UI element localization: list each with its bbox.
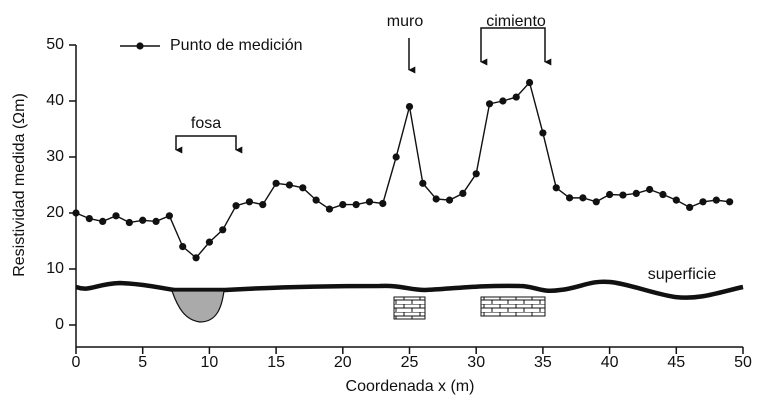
cimiento-bracket [481, 28, 545, 62]
y-tick-label: 30 [46, 148, 64, 165]
data-point [713, 197, 720, 204]
x-tick-label: 45 [667, 354, 685, 371]
y-axis-label: Resistividad medida (Ωm) [11, 93, 28, 277]
x-tick-label: 40 [601, 354, 619, 371]
data-point [166, 212, 173, 219]
data-point [139, 217, 146, 224]
data-point [112, 212, 119, 219]
foundation-bricks [481, 297, 545, 316]
data-point [206, 239, 213, 246]
data-point [299, 184, 306, 191]
data-point [99, 218, 106, 225]
pit [172, 291, 224, 322]
y-tick-label: 0 [55, 316, 64, 333]
data-point [659, 191, 666, 198]
y-tick-label: 20 [46, 204, 64, 221]
data-point [379, 200, 386, 207]
data-point [486, 100, 493, 107]
data-point [406, 103, 413, 110]
data-point [646, 186, 653, 193]
data-point [433, 195, 440, 202]
y-tick-label: 40 [46, 92, 64, 109]
annotation: cimiento [486, 13, 546, 30]
data-point [126, 219, 133, 226]
data-point [366, 198, 373, 205]
data-point [419, 180, 426, 187]
series-line [76, 83, 730, 258]
data-point [553, 184, 560, 191]
fosa-bracket [176, 136, 236, 150]
data-point [499, 97, 506, 104]
legend-label: Punto de medición [170, 37, 303, 54]
data-point [152, 218, 159, 225]
chart: fosa muro cimiento superficie Coordenada… [0, 0, 757, 399]
data-point [633, 190, 640, 197]
data-point [246, 198, 253, 205]
x-tick-label: 50 [734, 354, 752, 371]
data-point [286, 181, 293, 188]
data-point [393, 153, 400, 160]
x-tick-label: 25 [401, 354, 419, 371]
x-tick-label: 30 [467, 354, 485, 371]
data-point [259, 201, 266, 208]
page: {"chart_data": {"type": "line", "x": [0,… [0, 0, 757, 399]
data-point [72, 209, 79, 216]
data-point [446, 197, 453, 204]
data-point [339, 201, 346, 208]
data-point [606, 191, 613, 198]
data-point [86, 215, 93, 222]
x-tick-label: 20 [334, 354, 352, 371]
data-point [459, 190, 466, 197]
data-point [673, 197, 680, 204]
x-tick-label: 15 [267, 354, 285, 371]
data-point [313, 197, 320, 204]
data-point [326, 205, 333, 212]
data-point [179, 243, 186, 250]
data-point [619, 191, 626, 198]
data-point [726, 198, 733, 205]
data-point [232, 202, 239, 209]
data-point [686, 204, 693, 211]
data-point [192, 254, 199, 261]
annotation: muro [387, 13, 424, 30]
x-axis-label: Coordenada x (m) [346, 378, 475, 395]
data-point [513, 93, 520, 100]
data-point [526, 79, 533, 86]
data-point [353, 201, 360, 208]
data-point [593, 198, 600, 205]
x-tick-label: 10 [201, 354, 219, 371]
data-point [273, 180, 280, 187]
y-tick-label: 50 [46, 36, 64, 53]
legend-marker [136, 42, 143, 49]
wall-bricks [394, 297, 425, 319]
data-point [566, 194, 573, 201]
y-tick-label: 10 [46, 260, 64, 277]
x-tick-label: 0 [72, 354, 81, 371]
annotation: fosa [191, 115, 221, 132]
x-tick-label: 5 [138, 354, 147, 371]
data-point [699, 198, 706, 205]
data-point [539, 129, 546, 136]
annotation: superficie [648, 266, 717, 283]
data-point [579, 194, 586, 201]
data-point [219, 226, 226, 233]
x-tick-label: 35 [534, 354, 552, 371]
data-point [473, 170, 480, 177]
